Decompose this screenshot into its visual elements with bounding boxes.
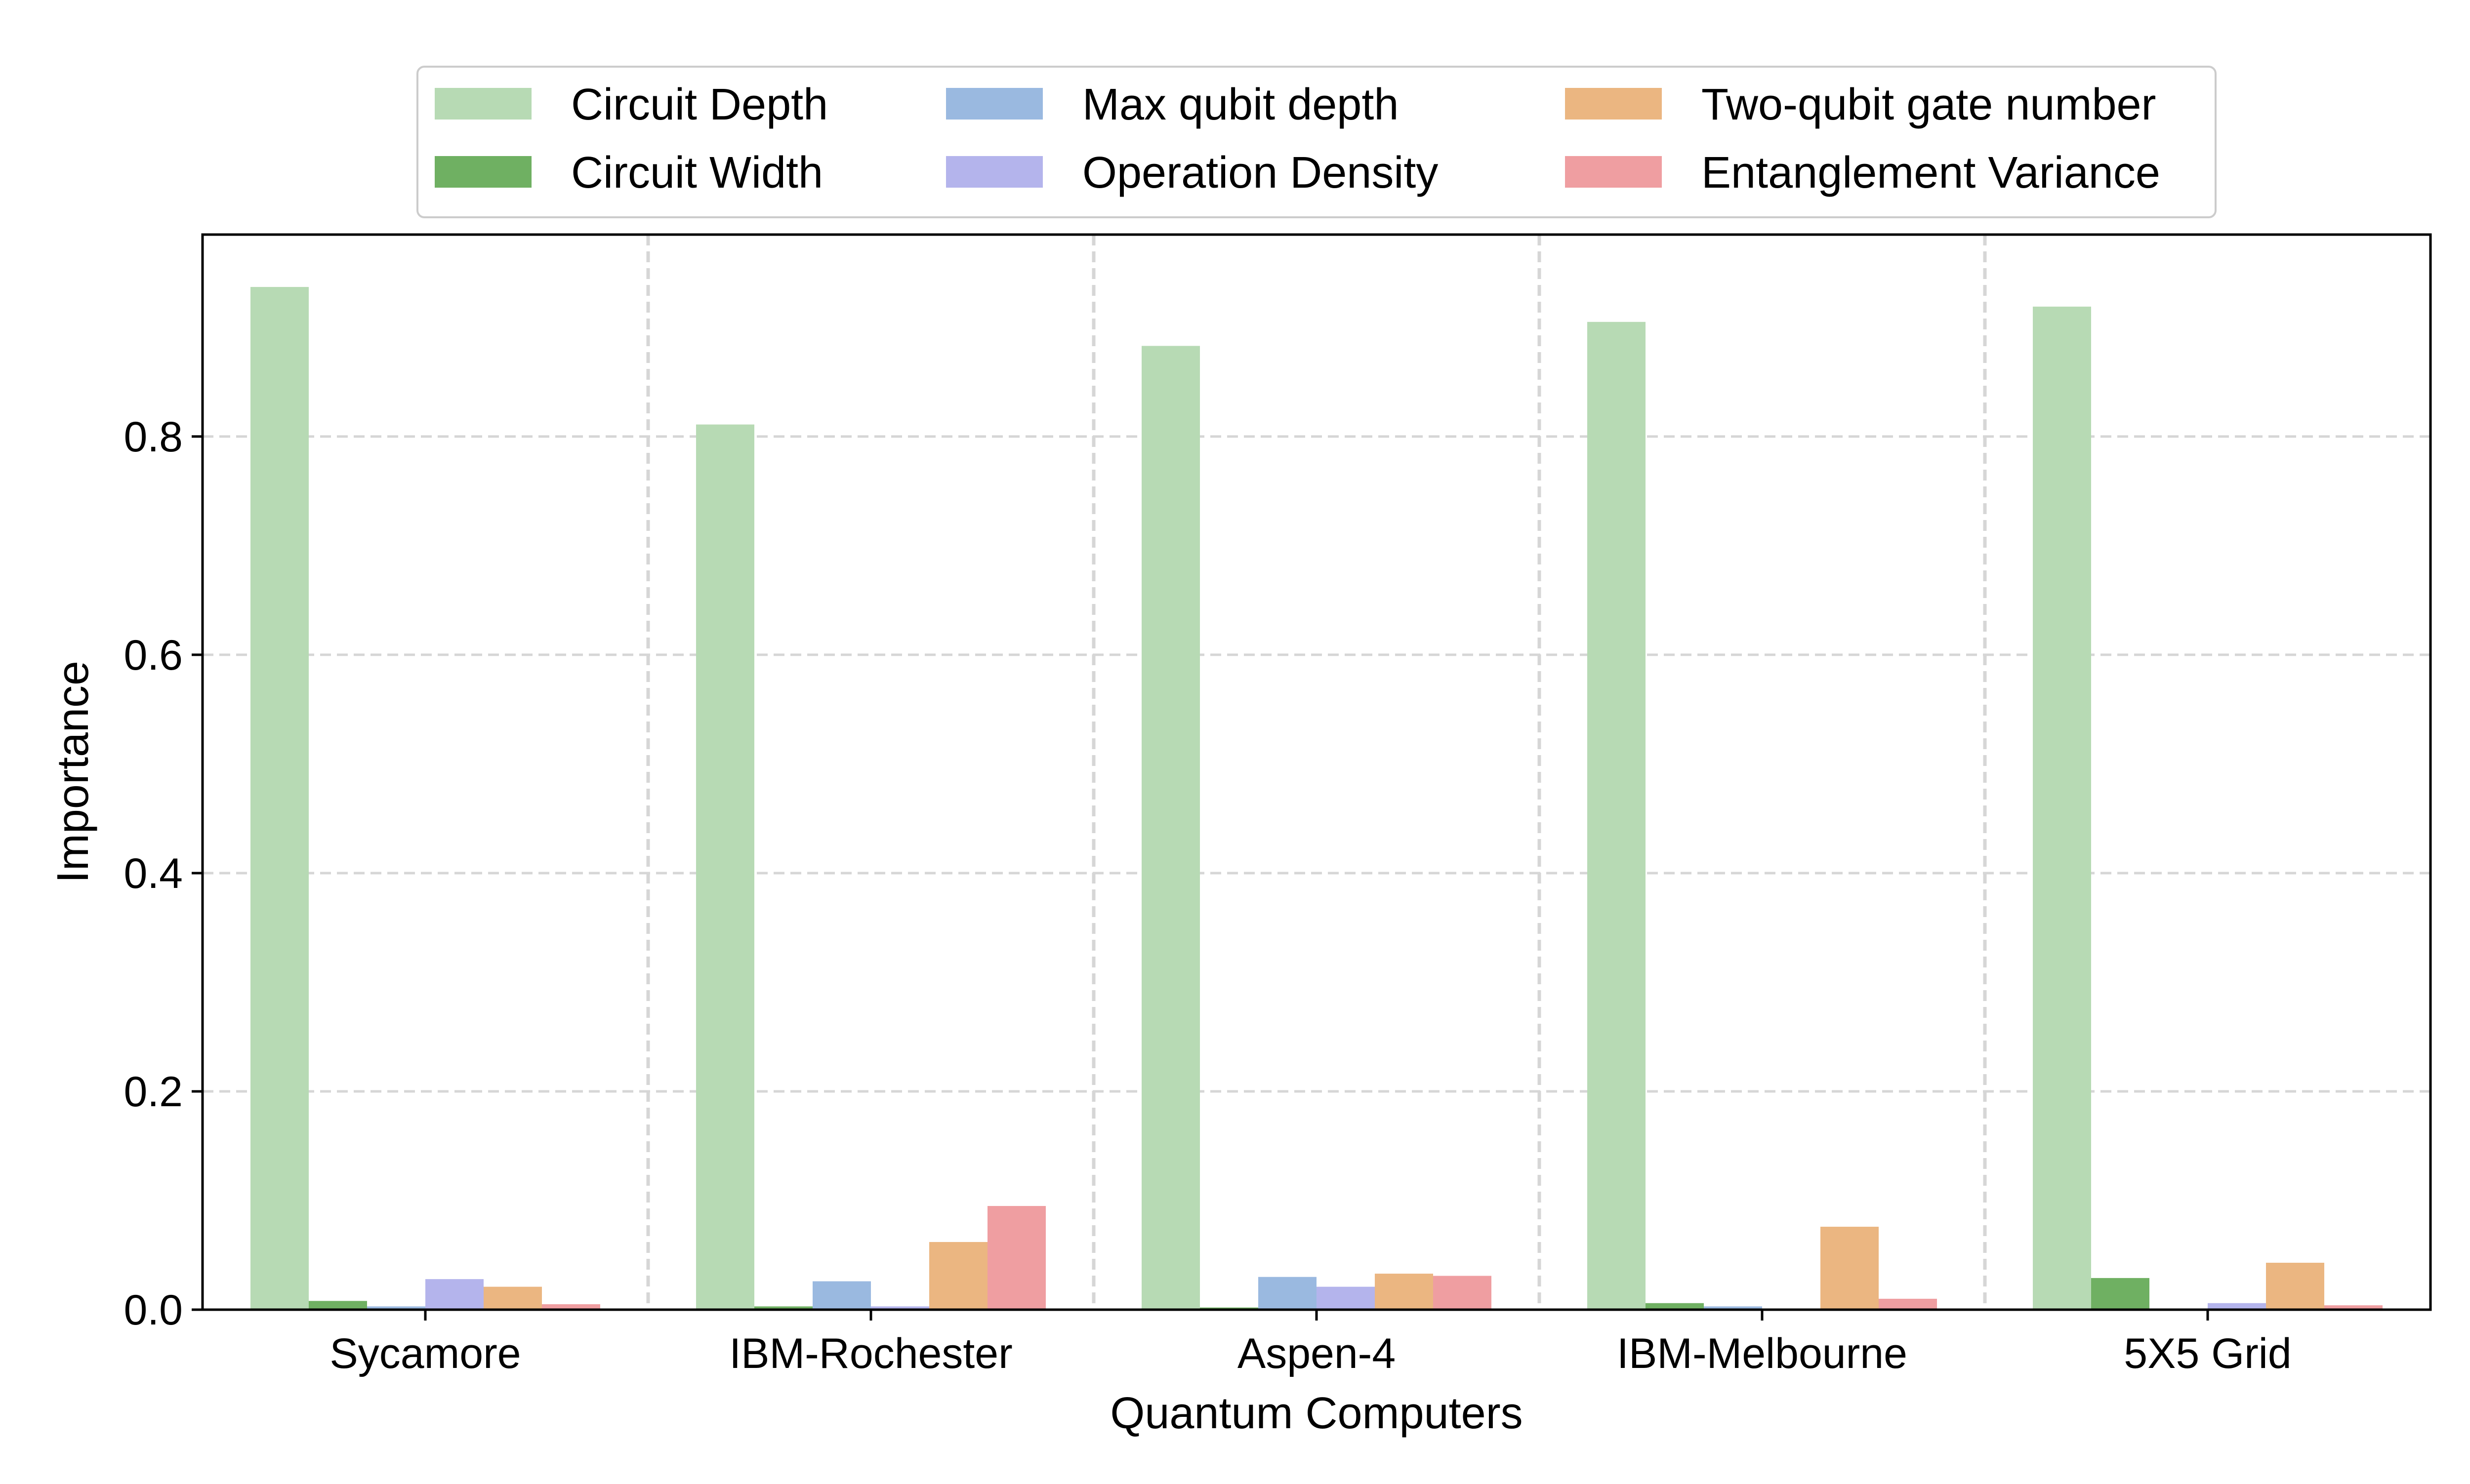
bar-sycamore-entanglement-variance (542, 1304, 600, 1310)
bar-sycamore-two-qubit-gate-number (484, 1286, 542, 1310)
bar-ibm-rochester-circuit-width (754, 1306, 813, 1310)
bar-ibm-melbourne-circuit-depth (1587, 321, 1646, 1310)
bar-5x5-grid-circuit-width (2091, 1278, 2149, 1310)
ticks-layer: 0.0 0.2 0.4 0.6 0.8 Sycamore IBM-Rochester Aspe… (124, 413, 2291, 1377)
bar-sycamore-max-qubit-depth (367, 1306, 425, 1310)
legend-label-operation-density: Operation Density (1082, 148, 1438, 198)
y-tick-label-0.0: 0.0 (124, 1286, 183, 1334)
x-tick-label-ibm-rochester: IBM-Rochester (729, 1330, 1013, 1377)
bar-5x5-grid-two-qubit-gate-number (2266, 1262, 2324, 1310)
legend-swatch-max-qubit-depth (946, 88, 1043, 120)
x-tick-label-aspen-4: Aspen-4 (1237, 1330, 1396, 1377)
bar-5x5-grid-circuit-depth (2033, 306, 2091, 1310)
bar-ibm-melbourne-max-qubit-depth (1704, 1306, 1762, 1310)
y-tick-label-0.6: 0.6 (124, 632, 183, 679)
bar-ibm-melbourne-circuit-width (1646, 1303, 1704, 1310)
legend-label-circuit-width: Circuit Width (571, 148, 823, 198)
y-tick-label-0.8: 0.8 (124, 413, 183, 461)
bar-aspen-4-circuit-depth (1142, 346, 1200, 1310)
legend-box (416, 66, 2217, 218)
legend-swatch-operation-density (946, 156, 1043, 188)
legend-swatch-two-qubit-gate-number (1565, 88, 1662, 120)
legend-swatch-circuit-depth (435, 88, 532, 120)
bars-layer (250, 287, 2383, 1310)
y-tick-label-0.4: 0.4 (124, 850, 183, 897)
legend-swatch-entanglement-variance (1565, 156, 1662, 188)
x-tick-label-ibm-melbourne: IBM-Melbourne (1617, 1330, 1907, 1377)
y-axis-label: Importance (48, 661, 98, 883)
legend-label-max-qubit-depth: Max qubit depth (1082, 80, 1399, 129)
legend-label-two-qubit-gate-number: Two-qubit gate number (1701, 80, 2156, 129)
grid-layer (203, 235, 2430, 1310)
bar-5x5-grid-entanglement-variance (2324, 1305, 2383, 1310)
bar-aspen-4-entanglement-variance (1433, 1276, 1491, 1310)
bar-ibm-rochester-max-qubit-depth (813, 1281, 871, 1310)
x-tick-label-sycamore: Sycamore (329, 1330, 521, 1377)
bar-sycamore-circuit-depth (250, 287, 309, 1310)
legend-label-entanglement-variance: Entanglement Variance (1701, 148, 2160, 198)
bar-sycamore-circuit-width (309, 1301, 367, 1310)
y-tick-label-0.2: 0.2 (124, 1068, 183, 1116)
bar-5x5-grid-operation-density (2208, 1303, 2266, 1310)
legend-label-circuit-depth: Circuit Depth (571, 80, 828, 129)
legend: Circuit Depth Circuit Width Max qubit dept… (416, 66, 2217, 218)
bar-ibm-rochester-entanglement-variance (988, 1206, 1046, 1310)
bar-aspen-4-max-qubit-depth (1258, 1277, 1317, 1310)
bar-ibm-melbourne-two-qubit-gate-number (1820, 1227, 1879, 1310)
bar-aspen-4-operation-density (1317, 1286, 1375, 1310)
bar-sycamore-operation-density (425, 1279, 484, 1310)
legend-swatch-circuit-width (435, 156, 532, 188)
bar-ibm-rochester-two-qubit-gate-number (929, 1242, 988, 1310)
x-tick-label-5x5-grid: 5X5 Grid (2124, 1330, 2291, 1377)
bar-ibm-rochester-circuit-depth (696, 424, 754, 1310)
bar-ibm-melbourne-entanglement-variance (1879, 1298, 1937, 1310)
bar-aspen-4-two-qubit-gate-number (1375, 1274, 1433, 1310)
x-axis-label: Quantum Computers (1110, 1389, 1523, 1438)
bar-ibm-rochester-operation-density (871, 1306, 929, 1310)
